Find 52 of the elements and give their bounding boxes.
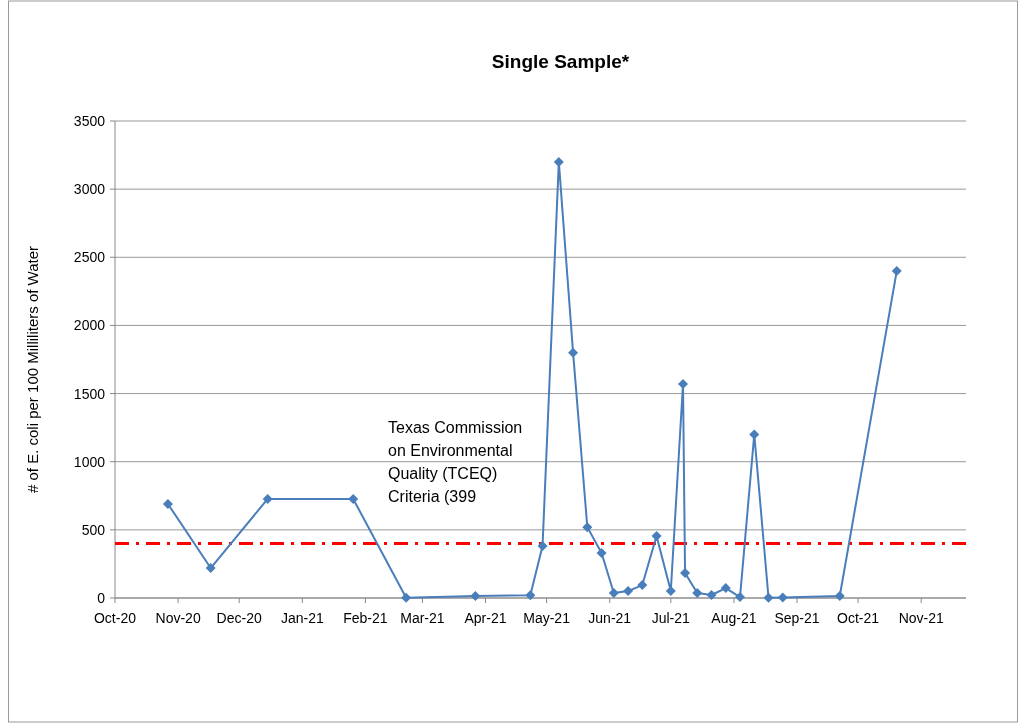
point	[637, 580, 648, 591]
point	[651, 530, 662, 541]
point	[763, 592, 774, 603]
point	[470, 590, 481, 601]
point	[537, 541, 548, 552]
x-tick-label: Aug-21	[711, 610, 757, 626]
y-tick-label: 3000	[73, 181, 106, 198]
y-tick-label: 1000	[73, 453, 106, 470]
point	[720, 583, 731, 594]
y-tick-label: 500	[81, 521, 106, 538]
point	[525, 590, 536, 601]
point	[205, 563, 216, 574]
y-tick-label: 3500	[73, 113, 106, 129]
point	[665, 586, 676, 597]
x-tick-label: Jan-21	[280, 610, 324, 626]
x-tick-label: Nov-20	[155, 610, 201, 626]
point	[401, 592, 412, 603]
point	[692, 587, 703, 598]
chart-title: Single Sample*	[491, 51, 630, 72]
y-tick-label: 2500	[73, 249, 106, 266]
x-tick-label: Dec-20	[216, 610, 262, 626]
x-tick-label: Jul-21	[651, 610, 691, 626]
x-tick-label: Mar-21	[400, 610, 445, 626]
y-tick-label: 1500	[73, 385, 106, 402]
point	[348, 493, 359, 504]
point	[735, 592, 746, 603]
y-tick-label: 0	[97, 590, 106, 606]
point	[891, 265, 902, 276]
point	[553, 156, 564, 167]
point	[608, 587, 619, 598]
point	[582, 522, 593, 533]
point	[680, 568, 691, 579]
point	[162, 498, 173, 509]
x-tick-label: May-21	[523, 610, 571, 626]
y-tick-label: 2000	[73, 317, 106, 334]
x-tick-label: Nov-21	[898, 610, 944, 626]
point	[568, 347, 579, 358]
x-tick-label: Sep-21	[774, 610, 820, 626]
x-tick-label: Oct-21	[837, 610, 880, 626]
point	[623, 586, 634, 597]
point	[749, 429, 760, 440]
point	[262, 493, 273, 504]
point	[596, 548, 607, 559]
y-axis-title: # of E. coli per 100 Milliliters of Water	[24, 245, 41, 494]
x-tick-label: Feb-21	[343, 610, 388, 626]
x-tick-label: Oct-20	[93, 610, 137, 626]
ref-line-label: Texas Commission on Environmental Quality (TCEQ) Criteria (399	[388, 419, 523, 505]
point	[706, 590, 717, 600]
point	[777, 592, 788, 603]
x-tick-label: Jun-21	[588, 610, 632, 626]
x-tick-label: Apr-21	[464, 610, 507, 626]
point	[834, 590, 845, 601]
